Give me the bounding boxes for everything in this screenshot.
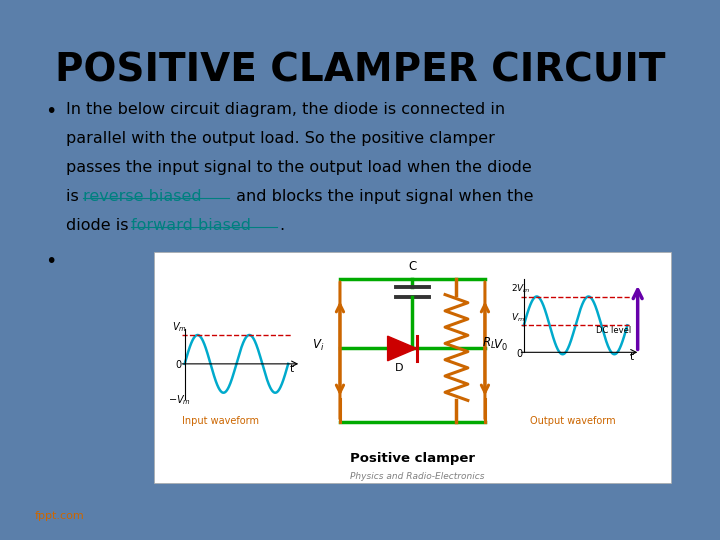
Text: $V_m$: $V_m$ <box>171 320 186 334</box>
Text: forward biased: forward biased <box>131 218 251 233</box>
Text: D: D <box>395 363 404 373</box>
FancyBboxPatch shape <box>153 252 671 483</box>
Text: .: . <box>279 218 284 233</box>
Text: POSITIVE CLAMPER CIRCUIT: POSITIVE CLAMPER CIRCUIT <box>55 52 665 90</box>
Text: Positive clamper: Positive clamper <box>350 452 475 465</box>
Text: $R_L$: $R_L$ <box>482 335 497 350</box>
Text: diode is: diode is <box>66 218 133 233</box>
Text: $V_m$: $V_m$ <box>510 312 525 324</box>
Text: passes the input signal to the output load when the diode: passes the input signal to the output lo… <box>66 160 531 176</box>
Text: $-V_m$: $-V_m$ <box>168 393 191 407</box>
Text: C: C <box>408 260 417 273</box>
Text: $V_i$: $V_i$ <box>312 338 325 353</box>
Text: reverse biased: reverse biased <box>84 190 202 204</box>
Text: •: • <box>45 252 57 271</box>
Text: 0: 0 <box>176 360 181 370</box>
Text: In the below circuit diagram, the diode is connected in: In the below circuit diagram, the diode … <box>66 103 505 118</box>
Text: t: t <box>289 363 293 374</box>
Text: fppt.com: fppt.com <box>35 511 85 521</box>
Text: is: is <box>66 190 84 204</box>
Text: $2V_m$: $2V_m$ <box>510 283 531 295</box>
Text: Physics and Radio-Electronics: Physics and Radio-Electronics <box>351 471 485 481</box>
Text: Output waveform: Output waveform <box>530 415 616 426</box>
Text: parallel with the output load. So the positive clamper: parallel with the output load. So the po… <box>66 131 495 146</box>
Text: $V_0$: $V_0$ <box>492 338 508 353</box>
Text: •: • <box>45 103 57 122</box>
Text: t: t <box>630 352 634 362</box>
Text: DC level: DC level <box>596 326 631 335</box>
Polygon shape <box>387 336 417 361</box>
Text: Input waveform: Input waveform <box>182 415 259 426</box>
Text: 0: 0 <box>516 349 522 359</box>
Text: and blocks the input signal when the: and blocks the input signal when the <box>230 190 534 204</box>
